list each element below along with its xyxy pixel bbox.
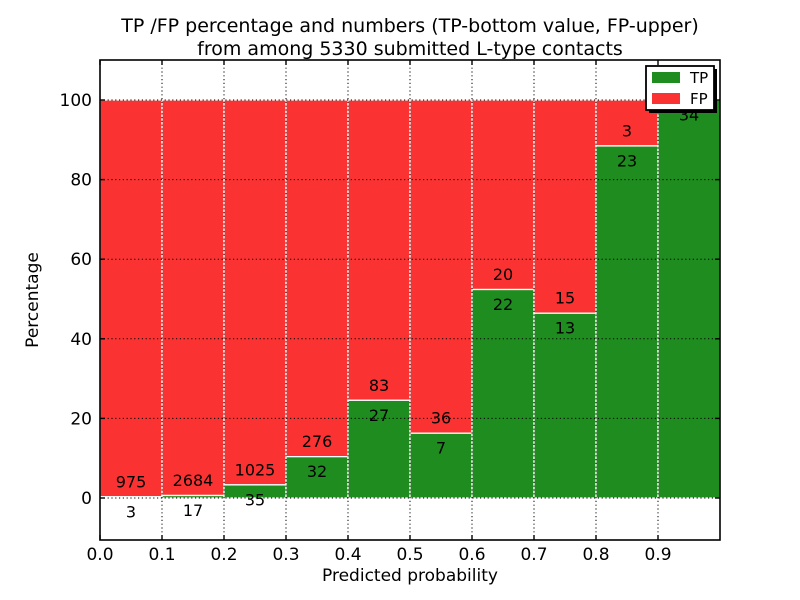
x-tick-label: 0.0 bbox=[86, 545, 113, 565]
y-tick-label: 60 bbox=[70, 250, 92, 270]
bar-fp-segment bbox=[347, 99, 411, 401]
y-tick-label: 80 bbox=[70, 171, 92, 191]
chart-title-line1: TP /FP percentage and numbers (TP-bottom… bbox=[120, 15, 699, 37]
bars-group bbox=[99, 99, 721, 499]
fp-count-label: 83 bbox=[369, 376, 389, 395]
fp-count-label: 2684 bbox=[173, 471, 214, 490]
tp-count-label: 17 bbox=[183, 501, 203, 520]
legend-label-tp: TP bbox=[689, 69, 708, 87]
tp-count-label: 13 bbox=[555, 319, 575, 338]
x-tick-labels: 0.0 0.1 0.2 0.3 0.4 0.5 0.6 0.7 0.8 0.9 bbox=[86, 545, 671, 565]
x-tick-label: 0.6 bbox=[458, 545, 485, 565]
tp-count-label: 35 bbox=[245, 490, 265, 509]
tp-count-label: 23 bbox=[617, 151, 637, 170]
fp-count-label: 20 bbox=[493, 265, 513, 284]
tp-count-label: 27 bbox=[369, 406, 389, 425]
fp-count-label: 975 bbox=[116, 472, 147, 491]
legend-swatch-fp bbox=[652, 93, 680, 104]
x-tick-label: 0.3 bbox=[272, 545, 299, 565]
x-tick-label: 0.2 bbox=[210, 545, 237, 565]
bar-fp-segment bbox=[533, 99, 597, 314]
bar-fp-segment bbox=[409, 99, 473, 434]
bar-tp-segment bbox=[595, 145, 659, 499]
tp-count-label: 22 bbox=[493, 295, 513, 314]
y-tick-label: 20 bbox=[70, 409, 92, 429]
bar-tp-segment bbox=[471, 288, 535, 499]
chart-title-line2: from among 5330 submitted L-type contact… bbox=[197, 38, 623, 60]
x-tick-label: 0.8 bbox=[582, 545, 609, 565]
fp-count-label: 36 bbox=[431, 409, 451, 428]
x-tick-label: 0.4 bbox=[334, 545, 361, 565]
legend-swatch-tp bbox=[652, 72, 680, 83]
fp-count-label: 15 bbox=[555, 289, 575, 308]
bar-fp-segment bbox=[471, 99, 535, 291]
y-tick-labels: 0 20 40 60 80 100 bbox=[60, 91, 92, 509]
y-axis-label: Percentage bbox=[23, 252, 43, 348]
y-tick-label: 100 bbox=[60, 91, 92, 111]
bar-tp-segment bbox=[657, 99, 721, 499]
x-tick-label: 0.7 bbox=[520, 545, 547, 565]
x-tick-label: 0.5 bbox=[396, 545, 423, 565]
fp-count-label: 276 bbox=[302, 432, 333, 451]
plot-border bbox=[99, 59, 721, 541]
y-tick-label: 40 bbox=[70, 330, 92, 350]
tp-count-label: 32 bbox=[307, 462, 327, 481]
bar-tp-segment bbox=[533, 312, 597, 499]
bar-fp-segment bbox=[285, 99, 349, 458]
fp-count-label: 3 bbox=[622, 121, 632, 140]
bar-fp-segment bbox=[223, 99, 287, 486]
bar-fp-segment bbox=[99, 99, 163, 498]
x-tick-label: 0.9 bbox=[644, 545, 671, 565]
fp-count-label: 1025 bbox=[235, 460, 276, 479]
x-tick-label: 0.1 bbox=[148, 545, 175, 565]
legend-label-fp: FP bbox=[690, 90, 708, 108]
tp-count-label: 7 bbox=[436, 439, 446, 458]
tp-count-label: 3 bbox=[126, 502, 136, 521]
bar-fp-segment bbox=[161, 99, 225, 497]
legend: TP FP bbox=[645, 65, 717, 113]
axis-ticks bbox=[99, 60, 720, 540]
x-axis-label: Predicted probability bbox=[322, 566, 498, 586]
gridlines bbox=[100, 60, 720, 540]
y-tick-label: 0 bbox=[81, 489, 92, 509]
